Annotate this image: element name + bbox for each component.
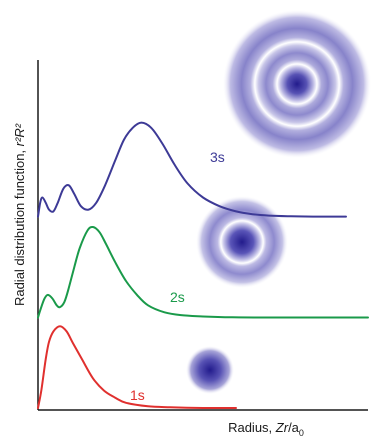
series-label-1s: 1s (130, 387, 145, 403)
orbital-2s-sphere (196, 196, 288, 288)
y-axis-label: Radial distribution function, r²R² (12, 123, 27, 306)
curve-2s (37, 225, 369, 319)
curve-3s (37, 121, 347, 218)
series-label-3s: 3s (210, 149, 225, 165)
orbital-1s-sphere (186, 346, 234, 394)
series-group (37, 121, 369, 410)
series-label-2s: 2s (170, 289, 185, 305)
orbital-3s-sphere (223, 10, 371, 158)
curve-1s (37, 325, 237, 410)
x-axis-label: Radius, Zr/a0 (228, 420, 304, 438)
